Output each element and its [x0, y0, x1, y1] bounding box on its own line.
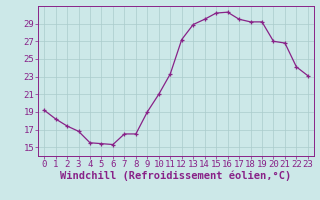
X-axis label: Windchill (Refroidissement éolien,°C): Windchill (Refroidissement éolien,°C)	[60, 171, 292, 181]
